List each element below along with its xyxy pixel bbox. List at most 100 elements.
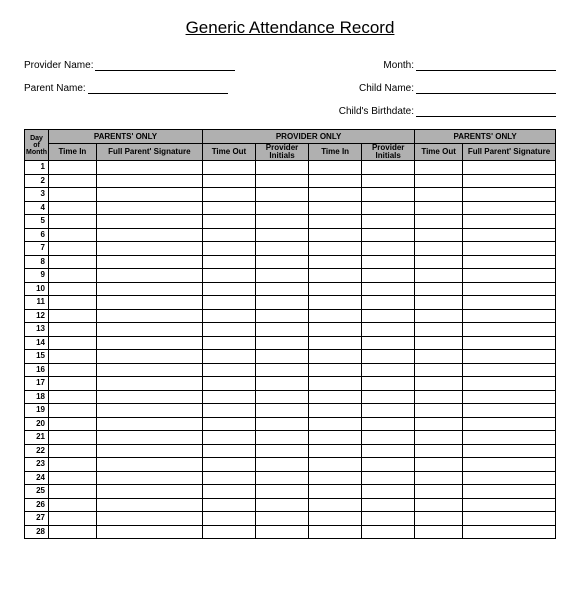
cell[interactable]	[463, 431, 556, 445]
cell[interactable]	[463, 336, 556, 350]
cell[interactable]	[48, 404, 96, 418]
cell[interactable]	[256, 417, 309, 431]
cell[interactable]	[309, 498, 362, 512]
cell[interactable]	[256, 363, 309, 377]
cell[interactable]	[309, 390, 362, 404]
cell[interactable]	[48, 323, 96, 337]
cell[interactable]	[463, 161, 556, 175]
cell[interactable]	[415, 282, 463, 296]
cell[interactable]	[96, 377, 202, 391]
cell[interactable]	[48, 377, 96, 391]
cell[interactable]	[202, 431, 255, 445]
cell[interactable]	[96, 444, 202, 458]
cell[interactable]	[415, 242, 463, 256]
cell[interactable]	[202, 215, 255, 229]
cell[interactable]	[48, 336, 96, 350]
cell[interactable]	[362, 390, 415, 404]
cell[interactable]	[362, 431, 415, 445]
cell[interactable]	[415, 269, 463, 283]
cell[interactable]	[202, 282, 255, 296]
cell[interactable]	[463, 417, 556, 431]
provider-name-line[interactable]	[95, 60, 235, 71]
cell[interactable]	[415, 174, 463, 188]
cell[interactable]	[415, 228, 463, 242]
cell[interactable]	[309, 336, 362, 350]
cell[interactable]	[463, 269, 556, 283]
cell[interactable]	[48, 471, 96, 485]
cell[interactable]	[256, 201, 309, 215]
cell[interactable]	[202, 377, 255, 391]
cell[interactable]	[463, 377, 556, 391]
cell[interactable]	[362, 363, 415, 377]
cell[interactable]	[362, 458, 415, 472]
cell[interactable]	[415, 188, 463, 202]
cell[interactable]	[415, 471, 463, 485]
cell[interactable]	[463, 201, 556, 215]
cell[interactable]	[202, 174, 255, 188]
cell[interactable]	[96, 174, 202, 188]
cell[interactable]	[415, 498, 463, 512]
cell[interactable]	[48, 444, 96, 458]
cell[interactable]	[96, 431, 202, 445]
cell[interactable]	[309, 269, 362, 283]
cell[interactable]	[463, 282, 556, 296]
cell[interactable]	[202, 350, 255, 364]
cell[interactable]	[96, 336, 202, 350]
cell[interactable]	[463, 458, 556, 472]
cell[interactable]	[202, 471, 255, 485]
cell[interactable]	[309, 431, 362, 445]
cell[interactable]	[256, 215, 309, 229]
cell[interactable]	[202, 161, 255, 175]
cell[interactable]	[309, 525, 362, 539]
cell[interactable]	[48, 269, 96, 283]
cell[interactable]	[309, 309, 362, 323]
cell[interactable]	[48, 512, 96, 526]
cell[interactable]	[256, 282, 309, 296]
cell[interactable]	[48, 174, 96, 188]
cell[interactable]	[362, 161, 415, 175]
cell[interactable]	[256, 458, 309, 472]
cell[interactable]	[415, 323, 463, 337]
cell[interactable]	[96, 525, 202, 539]
cell[interactable]	[48, 350, 96, 364]
cell[interactable]	[202, 323, 255, 337]
cell[interactable]	[415, 444, 463, 458]
cell[interactable]	[463, 485, 556, 499]
child-name-line[interactable]	[416, 83, 556, 94]
cell[interactable]	[256, 444, 309, 458]
cell[interactable]	[96, 242, 202, 256]
cell[interactable]	[202, 485, 255, 499]
cell[interactable]	[309, 201, 362, 215]
cell[interactable]	[48, 255, 96, 269]
cell[interactable]	[96, 309, 202, 323]
cell[interactable]	[48, 417, 96, 431]
cell[interactable]	[309, 444, 362, 458]
cell[interactable]	[362, 404, 415, 418]
cell[interactable]	[202, 336, 255, 350]
cell[interactable]	[463, 309, 556, 323]
cell[interactable]	[202, 255, 255, 269]
cell[interactable]	[463, 242, 556, 256]
cell[interactable]	[362, 201, 415, 215]
cell[interactable]	[96, 350, 202, 364]
cell[interactable]	[202, 444, 255, 458]
cell[interactable]	[362, 174, 415, 188]
cell[interactable]	[256, 404, 309, 418]
cell[interactable]	[415, 377, 463, 391]
cell[interactable]	[362, 296, 415, 310]
child-birthdate-line[interactable]	[416, 106, 556, 117]
cell[interactable]	[415, 363, 463, 377]
cell[interactable]	[256, 485, 309, 499]
cell[interactable]	[256, 498, 309, 512]
cell[interactable]	[463, 363, 556, 377]
cell[interactable]	[362, 417, 415, 431]
cell[interactable]	[463, 228, 556, 242]
cell[interactable]	[415, 350, 463, 364]
cell[interactable]	[48, 242, 96, 256]
cell[interactable]	[415, 201, 463, 215]
cell[interactable]	[48, 161, 96, 175]
cell[interactable]	[309, 242, 362, 256]
cell[interactable]	[48, 485, 96, 499]
cell[interactable]	[256, 296, 309, 310]
cell[interactable]	[96, 323, 202, 337]
